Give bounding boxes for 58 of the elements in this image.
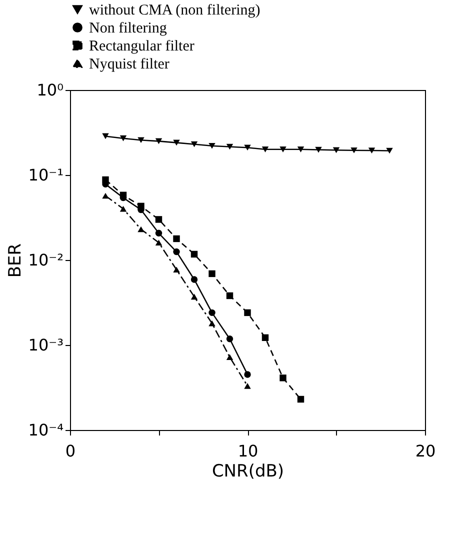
x-tick-label: 0 [65,442,76,460]
point [173,248,180,256]
point [297,146,304,152]
point [297,396,304,403]
point [280,146,286,152]
x-tick-label: 20 [415,442,436,460]
point [190,141,198,148]
point [244,371,251,378]
point [120,192,127,198]
point [332,147,340,154]
point [280,374,286,382]
x-axis-title: CNR(dB) [212,462,284,482]
point [155,216,162,223]
y-tick-label: 10⁻² [28,250,64,270]
point [138,137,144,144]
legend-label: without CMA (non filtering) [89,2,260,18]
x-tick-label: 10 [238,442,258,460]
point [315,146,322,153]
point [102,192,109,199]
point [244,383,251,389]
legend-label: Rectangular filter [89,38,194,54]
point [138,202,144,210]
point [102,176,109,184]
legend-label: Nyquist filter [89,56,170,72]
point [138,226,144,232]
point [350,147,358,154]
point [173,140,180,146]
point [155,240,162,246]
point [190,250,198,258]
point [173,235,180,242]
point [208,270,216,278]
point [226,144,234,150]
point [386,148,393,154]
point [244,144,251,151]
legend-label: Non filtering [89,20,168,36]
point [368,148,376,154]
y-tick-label: 10⁰ [36,80,64,100]
point [120,206,127,212]
point [120,135,127,142]
point [226,336,234,342]
point [155,138,162,144]
point [190,294,198,300]
point [244,309,251,316]
point [173,266,180,273]
point [262,146,269,152]
point [262,334,269,342]
y-tick-label: 10⁻³ [28,336,64,354]
y-axis-title: BER [5,243,26,278]
y-tick-label: 10⁻¹ [28,166,64,184]
point [226,292,234,300]
point [190,276,198,283]
point [155,230,162,236]
point [208,142,216,149]
point [102,133,109,140]
point [208,309,216,316]
point [208,320,216,326]
point [226,354,234,360]
y-tick-label: 10⁻⁴ [28,420,64,440]
